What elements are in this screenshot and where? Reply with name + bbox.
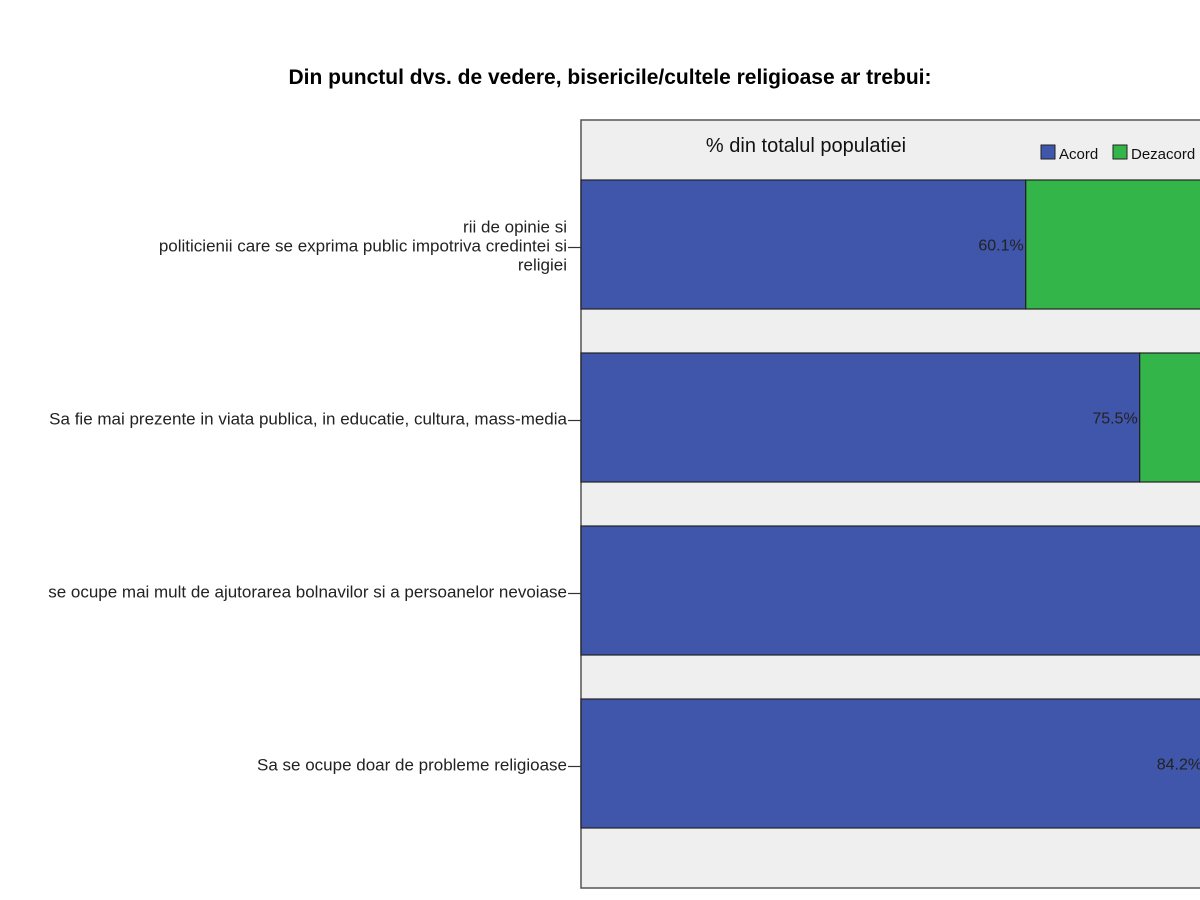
bar-acord-3 — [580, 525, 1200, 656]
bar-dezacord-2 — [1139, 352, 1200, 483]
data-label-acord-1: 60.1% — [978, 238, 1023, 255]
bar-acord-4 — [580, 698, 1200, 829]
data-label-acord-2: 75.5% — [1092, 411, 1137, 428]
y-tick-label-2: Sa fie mai prezente in viata publica, in… — [49, 410, 567, 429]
legend-swatch-acord — [1040, 144, 1056, 160]
bar-acord-1 — [580, 179, 1027, 310]
bar-dezacord-1 — [1025, 179, 1200, 310]
chart-title: Din punctul dvs. de vedere, bisericile/c… — [288, 66, 932, 89]
y-tick-label-1-line-2: politicienii care se exprima public impo… — [159, 237, 567, 256]
y-tick-label-3: se ocupe mai mult de ajutorarea bolnavil… — [48, 583, 567, 602]
legend-label-acord: Acord — [1059, 146, 1098, 163]
data-label-acord-4: 84.2% — [1157, 757, 1200, 774]
legend-swatch-dezacord — [1112, 144, 1128, 160]
plot-subtitle: % din totalul populatiei — [706, 135, 906, 157]
bar-acord-2 — [580, 352, 1141, 483]
y-tick-label-1-line-1: rii de opinie si — [463, 218, 567, 237]
y-tick-label-4: Sa se ocupe doar de probleme religioase — [257, 756, 567, 775]
y-tick-label-1-line-3: religiei — [518, 256, 567, 275]
legend-label-dezacord: Dezacord — [1131, 146, 1195, 163]
